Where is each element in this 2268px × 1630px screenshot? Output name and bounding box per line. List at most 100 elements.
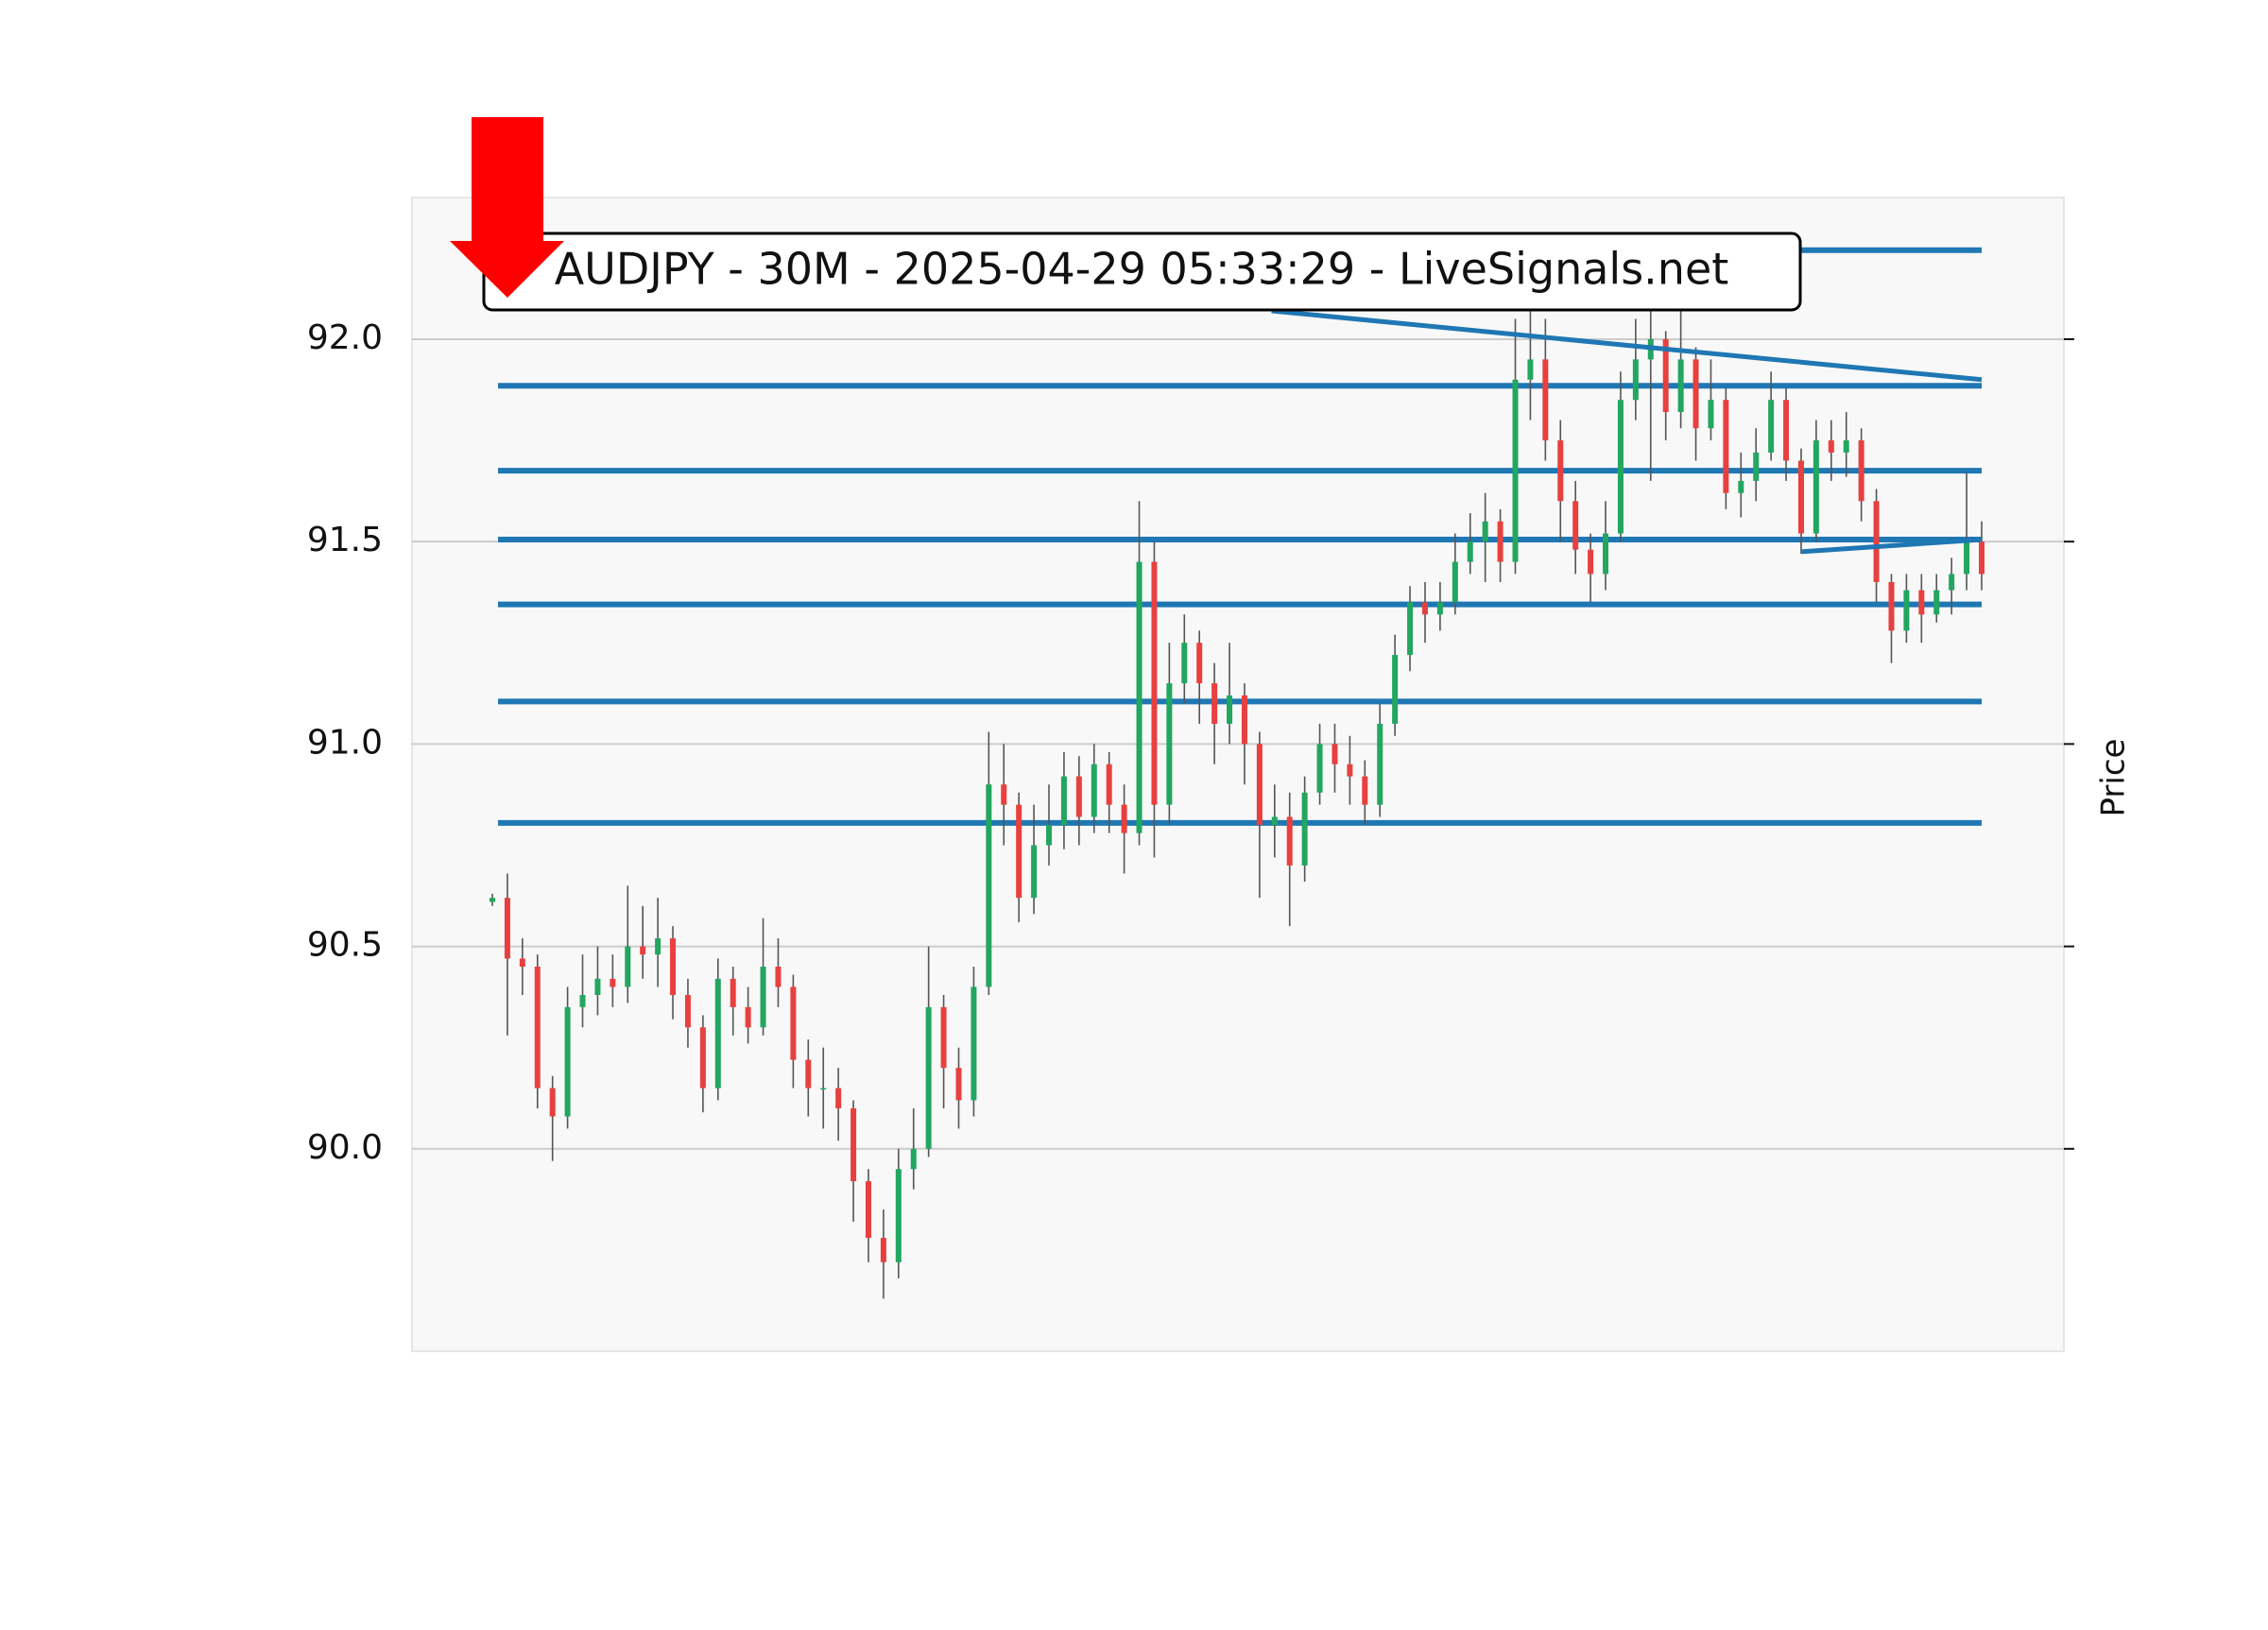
candle-body	[775, 967, 782, 987]
candle-body	[1151, 561, 1158, 805]
y-tick-label: 90.5	[307, 926, 383, 965]
candle-body	[1813, 440, 1819, 534]
candle-body	[760, 967, 766, 1028]
candle-body	[835, 1088, 842, 1108]
candle-body	[1903, 590, 1910, 631]
candle-body	[1482, 521, 1488, 542]
candle-body	[549, 1088, 556, 1117]
y-axis-label: Price	[2095, 739, 2133, 817]
trend-line	[1800, 537, 1983, 555]
candle-body	[1708, 400, 1714, 429]
candle-body	[1316, 744, 1323, 793]
candle-body	[971, 987, 977, 1101]
candle-body	[684, 994, 691, 1028]
candle-body	[940, 1006, 947, 1069]
candle-body	[1271, 816, 1278, 826]
candle-body	[1436, 602, 1443, 615]
candle-body	[1031, 845, 1038, 899]
candle-body	[1332, 744, 1338, 764]
candle-body	[1181, 643, 1188, 684]
candle-body	[1001, 784, 1007, 805]
candle-body	[1227, 695, 1233, 724]
candle-body	[1677, 359, 1684, 413]
candle-body	[865, 1181, 871, 1239]
candle-body	[579, 994, 586, 1007]
candle-body	[655, 938, 662, 955]
signal-arrow	[450, 117, 564, 298]
candle-body	[490, 898, 495, 902]
candle-body	[745, 1006, 751, 1028]
candle-body	[1783, 400, 1790, 461]
candle-body	[1738, 480, 1744, 493]
candle-body	[1091, 764, 1097, 817]
candle-body	[910, 1148, 917, 1170]
candle-body	[625, 946, 631, 987]
candle-body	[1979, 541, 1984, 575]
candle-body	[1753, 452, 1760, 481]
candle-body	[1075, 776, 1082, 817]
candle-body	[1392, 655, 1399, 724]
candle-body	[1347, 764, 1353, 777]
candle-body	[519, 958, 525, 967]
candle-body	[1603, 533, 1609, 575]
candle-body	[1768, 400, 1775, 453]
candle-body	[1572, 501, 1579, 550]
candle-body	[1016, 804, 1022, 899]
candle-body	[1888, 582, 1895, 631]
candle-body	[1497, 521, 1503, 562]
candle-body	[1301, 792, 1308, 866]
candle-body	[1843, 440, 1849, 453]
candle-body	[1121, 804, 1127, 833]
candle-body	[1964, 541, 1970, 575]
candle-body	[1196, 643, 1203, 684]
candle-body	[1873, 501, 1880, 582]
candle-body	[1588, 549, 1594, 575]
candle-body	[714, 978, 721, 1089]
candle-body	[925, 1006, 932, 1149]
candle-body	[1241, 695, 1247, 745]
y-tick-label: 92.0	[307, 318, 383, 357]
candle-body	[805, 1059, 812, 1089]
candle-body	[1256, 744, 1263, 826]
candle-body	[1452, 561, 1458, 603]
candle-body	[955, 1068, 962, 1101]
candle-body	[1557, 440, 1564, 502]
candle-body	[1407, 602, 1414, 656]
trend-line	[1271, 308, 1983, 383]
candle-body	[1106, 764, 1112, 805]
y-tick-label: 91.0	[307, 723, 383, 762]
candle-body	[1828, 440, 1834, 453]
candle-body	[1467, 541, 1473, 562]
candle-body	[1362, 776, 1368, 805]
candle-body	[986, 784, 992, 987]
chart-title: AUDJPY - 30M - 2025-04-29 05:33:29 - Liv…	[555, 244, 1729, 295]
candle-body	[1692, 359, 1699, 429]
candle-body	[1617, 400, 1624, 534]
candle-body	[1662, 338, 1669, 413]
candle-body	[670, 938, 677, 995]
candle-body	[1166, 683, 1173, 805]
candle-body	[730, 978, 736, 1007]
candle-body	[790, 987, 797, 1060]
y-axis: 90.0 90.5 91.0 91.5 92.0	[307, 318, 2074, 1167]
candle-body	[640, 946, 646, 955]
candle-body	[1512, 379, 1519, 562]
candle-body	[1286, 816, 1293, 866]
candle-body	[699, 1027, 706, 1089]
candle-body	[1918, 590, 1925, 615]
candle-body	[534, 967, 541, 1089]
candle-body	[1797, 460, 1804, 534]
candle-body	[1136, 561, 1143, 833]
candle-body	[1377, 723, 1383, 805]
candle-body	[504, 898, 510, 959]
candle-body	[850, 1107, 857, 1182]
y-tick-label: 91.5	[307, 521, 383, 559]
trendlines	[1271, 308, 1983, 555]
candle-body	[820, 1088, 827, 1090]
candle-body	[1949, 574, 1955, 591]
candle-body	[1211, 683, 1218, 724]
candle-body	[1046, 825, 1053, 846]
candle-body	[564, 1006, 571, 1117]
candle-body	[1527, 359, 1534, 380]
